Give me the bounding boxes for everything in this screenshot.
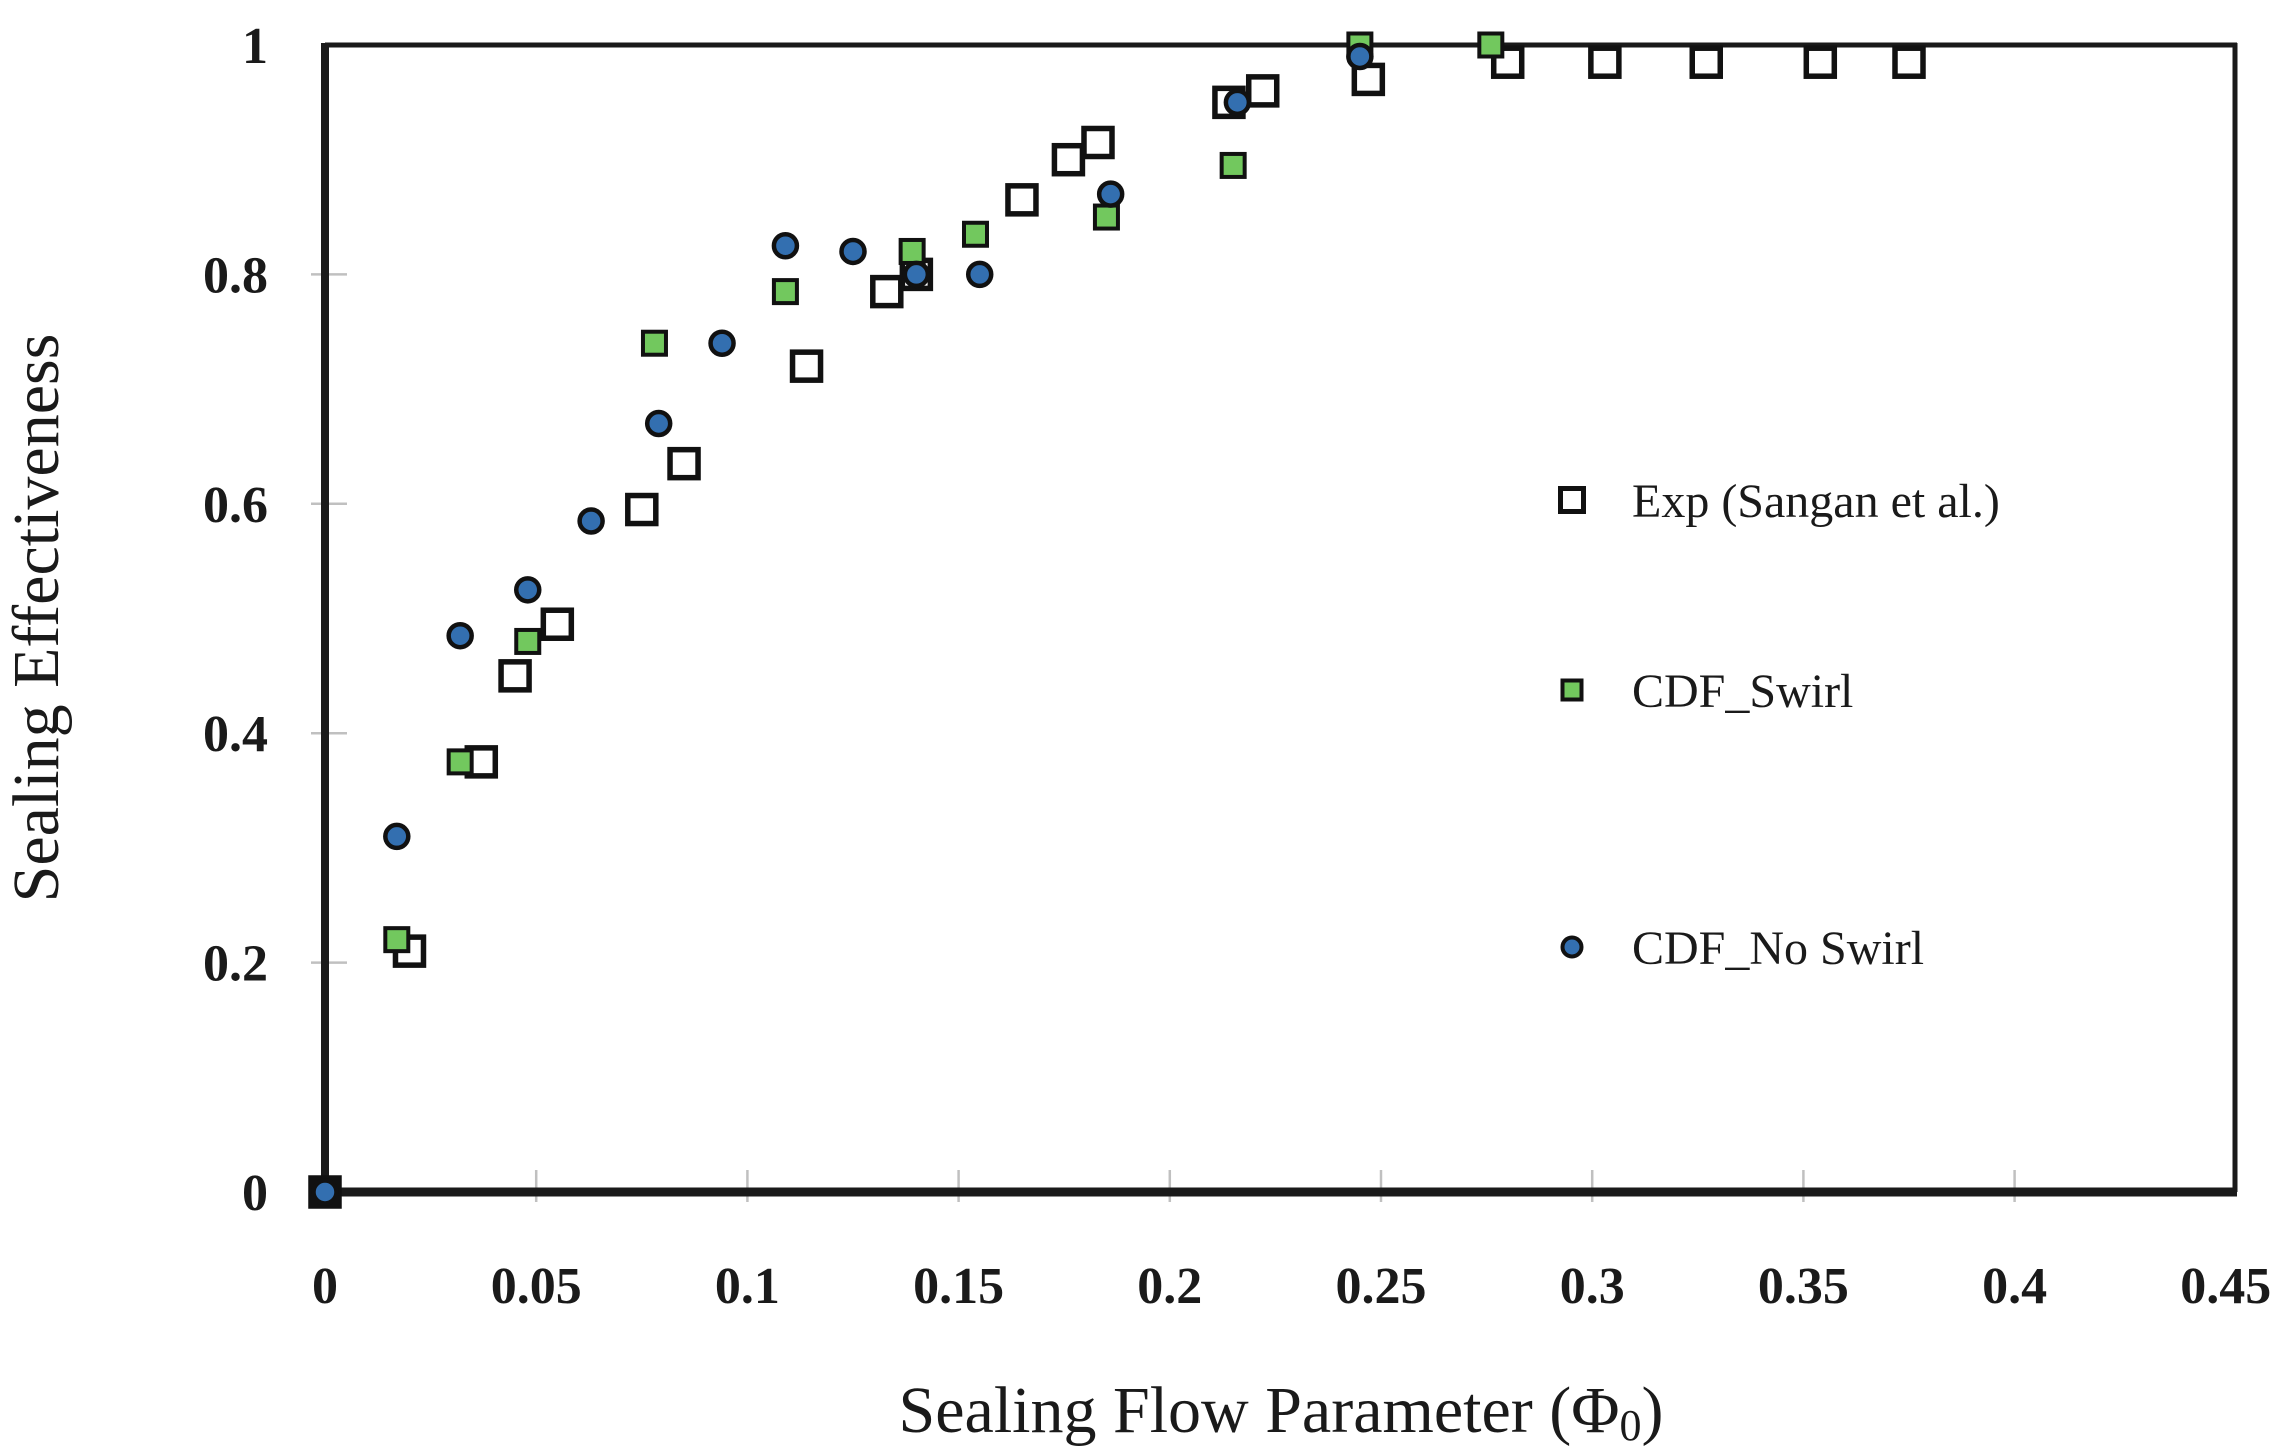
- x-tick-label: 0.4: [1982, 1258, 2047, 1315]
- legend-item: CDF_Swirl: [1560, 665, 1853, 718]
- data-point-exp-sangan-et-al: [625, 492, 659, 527]
- legend-marker-circle: [1560, 935, 1584, 959]
- data-point-cdf-no-swirl: [577, 507, 605, 535]
- legend-label: CDF_No Swirl: [1632, 922, 1924, 975]
- y-tick-label: 0.4: [203, 706, 268, 763]
- data-point-exp-sangan-et-al: [789, 349, 824, 383]
- data-point-cdf-no-swirl: [514, 576, 542, 604]
- data-point-cdf-swirl: [1477, 31, 1505, 59]
- data-point-cdf-no-swirl: [383, 822, 411, 851]
- data-point-exp-sangan-et-al: [540, 607, 575, 641]
- x-tick-label: 0.35: [1758, 1258, 1849, 1315]
- y-axis-title: Sealing Effectiveness: [0, 334, 73, 903]
- legend-item: Exp (Sangan et al.): [1558, 475, 2000, 528]
- y-tick-label: 1: [242, 18, 268, 75]
- x-tick-label: 0.1: [715, 1258, 780, 1315]
- data-point-exp-sangan-et-al: [498, 659, 532, 693]
- data-point-cdf-no-swirl: [446, 621, 474, 650]
- legend-item: CDF_No Swirl: [1560, 922, 1924, 975]
- legend: Exp (Sangan et al.) CDF_Swirl CDF_No Swirl: [1558, 475, 2000, 975]
- data-point-cdf-no-swirl: [965, 260, 994, 289]
- x-tick-label: 0.25: [1336, 1258, 1427, 1315]
- x-tick-label: 0.2: [1137, 1258, 1202, 1315]
- plot-frame: [321, 42, 2238, 1197]
- data-point-exp-sangan-et-al: [1490, 45, 1525, 79]
- data-point-cdf-swirl: [1219, 151, 1247, 179]
- x-axis-title-main: Sealing Flow Parameter (Φ: [899, 1374, 1620, 1447]
- data-point-cdf-no-swirl: [902, 260, 931, 289]
- data-point-cdf-no-swirl: [644, 409, 673, 438]
- data-point-exp-sangan-et-al: [1081, 125, 1115, 160]
- x-axis-title: Sealing Flow Parameter (Φ0): [899, 1374, 1664, 1450]
- data-point-exp-sangan-et-al: [1892, 45, 1926, 79]
- legend-label: Exp (Sangan et al.): [1632, 475, 2000, 528]
- data-point-exp-sangan-et-al: [1051, 142, 1086, 177]
- legend-marker-square: [1560, 678, 1584, 702]
- minor-ticks: [311, 273, 2016, 1202]
- x-tick-label: 0: [312, 1258, 338, 1315]
- legend-label: CDF_Swirl: [1632, 665, 1853, 718]
- data-point-exp-sangan-et-al: [1803, 45, 1838, 79]
- data-point-cdf-swirl: [446, 748, 474, 776]
- data-point-cdf-no-swirl: [1096, 180, 1125, 208]
- x-tick-label: 0.3: [1560, 1258, 1625, 1315]
- data-point-exp-sangan-et-al: [1689, 45, 1723, 79]
- x-tick-label: 0.45: [2180, 1258, 2271, 1315]
- y-tick-label: 0: [242, 1165, 268, 1222]
- data-point-cdf-swirl: [771, 278, 799, 306]
- data-point-cdf-no-swirl: [1346, 42, 1374, 71]
- data-points-layer: [308, 31, 1926, 1209]
- data-point-cdf-no-swirl: [839, 237, 867, 266]
- data-point-cdf-no-swirl: [1223, 88, 1252, 117]
- data-point-cdf-swirl: [1092, 203, 1120, 231]
- data-point-cdf-no-swirl: [708, 329, 736, 357]
- y-tick-label: 0.6: [203, 477, 268, 534]
- data-point-cdf-no-swirl: [771, 231, 800, 260]
- data-point-cdf-swirl: [383, 926, 411, 954]
- data-point-cdf-swirl: [640, 329, 668, 357]
- data-point-cdf-swirl: [514, 627, 542, 655]
- data-point-cdf-swirl: [961, 220, 989, 248]
- data-point-exp-sangan-et-al: [1588, 45, 1622, 79]
- data-point-exp-sangan-et-al: [1245, 74, 1280, 108]
- x-axis-title-close: ): [1641, 1374, 1663, 1447]
- x-tick-label: 0.15: [913, 1258, 1004, 1315]
- data-point-exp-sangan-et-al: [1005, 183, 1039, 217]
- data-point-exp-sangan-et-al: [667, 446, 701, 481]
- tick-labels: 0 0.05 0.1 0.15 0.2 0.25 0.3 0.35 0.4 0.45 0 0.2 0.4…: [203, 18, 2271, 1315]
- y-tick-label: 0.8: [203, 247, 268, 304]
- x-tick-label: 0.05: [491, 1258, 582, 1315]
- data-point-cdf-no-swirl: [311, 1178, 339, 1206]
- legend-marker-square: [1558, 486, 1586, 514]
- y-tick-label: 0.2: [203, 936, 268, 993]
- data-point-exp-sangan-et-al: [870, 274, 904, 309]
- x-axis-title-subscript: 0: [1619, 1401, 1641, 1450]
- data-point-cdf-swirl: [898, 237, 926, 265]
